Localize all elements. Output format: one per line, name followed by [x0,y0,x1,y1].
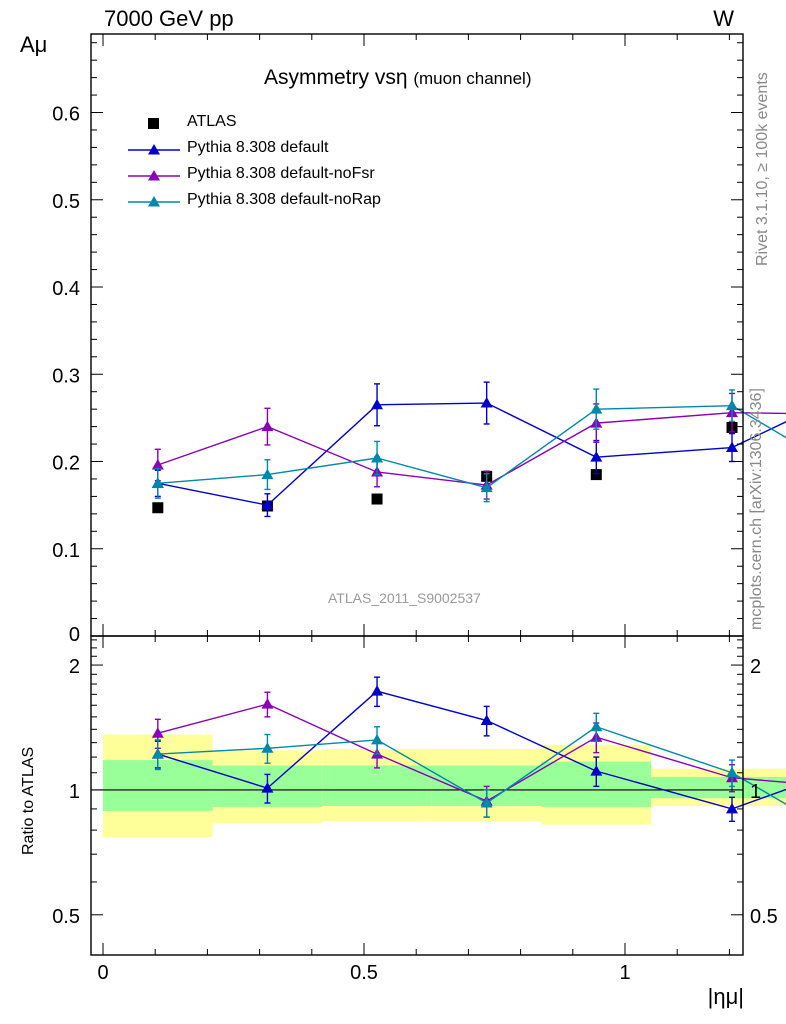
y-axis-label-main-text: Aμ [20,32,48,57]
ratio-panel-frame [90,635,744,956]
ratio-y-tick-label-left: 2 [69,656,80,678]
data-point [726,399,739,411]
legend-swatch [128,170,180,181]
ratio-uncertainty-bands [91,734,786,838]
top-series-1 [151,381,786,518]
ratio-y-tick-label-left: 1 [69,781,80,803]
legend-swatch [148,118,159,129]
x-tick-label: 0 [97,962,108,984]
ratio-y-tick-label-left: 0.5 [52,906,80,928]
y-axis-label-main: Aμ [20,32,47,58]
legend-swatch [128,144,180,155]
y-tick-label: 0.1 [52,540,80,562]
data-point [590,469,602,481]
ratio-y-tick-label-right: 1 [750,781,761,803]
header-left-label: 7000 GeV pp [104,6,234,31]
data-point [261,782,274,793]
y-tick-label-zero: 0 [69,624,80,646]
band-inner-2 [322,765,432,806]
data-point [590,403,603,414]
analysis-id-label: ATLAS_2011_S9002537 [328,590,481,606]
data-point [151,727,164,738]
data-point [371,452,384,463]
data-point [480,397,493,408]
data-point [261,742,274,753]
chart-title: Asymmetry vsη (muon channel) [264,66,531,90]
mcplots-label: mcplots.cern.ch [arXiv:1306.3436] [748,388,765,630]
data-point [371,733,384,745]
legend-square-marker [148,118,159,129]
data-point [371,685,384,696]
data-point [152,502,164,514]
legend-item: Pythia 8.308 default-noFsr [128,164,448,188]
x-tick-label: 0.5 [350,962,378,984]
legend-triangle-marker [148,196,160,207]
chart-subtitle-text: (muon channel) [413,69,532,88]
legend-item: Pythia 8.308 default [128,138,448,162]
legend-swatch [128,196,180,207]
data-point [480,797,493,808]
rivet-version-label: Rivet 3.1.10, ≥ 100k events [754,72,771,266]
y-tick-label: 0.2 [52,453,80,475]
legend-label: Pythia 8.308 default-noFsr [187,165,375,182]
top-series-2 [151,392,786,500]
ratio-series-0 [151,676,786,823]
data-point [590,720,603,732]
data-point [726,802,739,814]
band-inner-5 [651,776,786,799]
y-tick-label: 0.4 [52,278,80,300]
top-series-3 [151,388,786,503]
data-point [151,748,164,759]
x-axis-label: |ημ| [707,984,744,1009]
data-point [261,698,274,709]
data-point [261,499,274,510]
y-tick-label: 0.6 [52,104,80,126]
data-point [726,441,739,453]
header-right-label: W [713,6,734,31]
data-point [371,398,384,410]
data-point [726,766,739,778]
series-line [157,411,786,486]
legend-item: Pythia 8.308 default-noRap [128,190,448,214]
legend-triangle-marker [148,144,160,155]
data-point [371,493,383,505]
ratio-y-tick-label-right: 2 [750,656,761,678]
chart-title-text: Asymmetry vsη [264,66,408,89]
y-tick-label: 0.3 [52,365,80,387]
ratio-series-2 [151,712,786,818]
x-tick-label: 1 [619,962,630,984]
y-tick-label: 0.5 [52,191,80,213]
data-point [151,477,164,488]
data-point [590,765,603,776]
data-point [261,468,274,480]
series-line [157,404,786,489]
legend-item: ATLAS [128,112,448,136]
data-point [480,714,493,726]
data-point [480,481,493,493]
y-axis-label-ratio: Ratio to ATLAS [20,746,37,855]
plot-series [151,381,786,823]
legend-label: ATLAS [187,113,237,130]
data-point [261,420,274,432]
ratio-y-tick-label-right: 0.5 [750,906,778,928]
data-point [590,451,603,462]
legend-triangle-marker [148,170,160,181]
data-point [151,458,164,470]
legend-label: Pythia 8.308 default-noRap [187,191,381,208]
legend-label: Pythia 8.308 default [187,139,329,156]
